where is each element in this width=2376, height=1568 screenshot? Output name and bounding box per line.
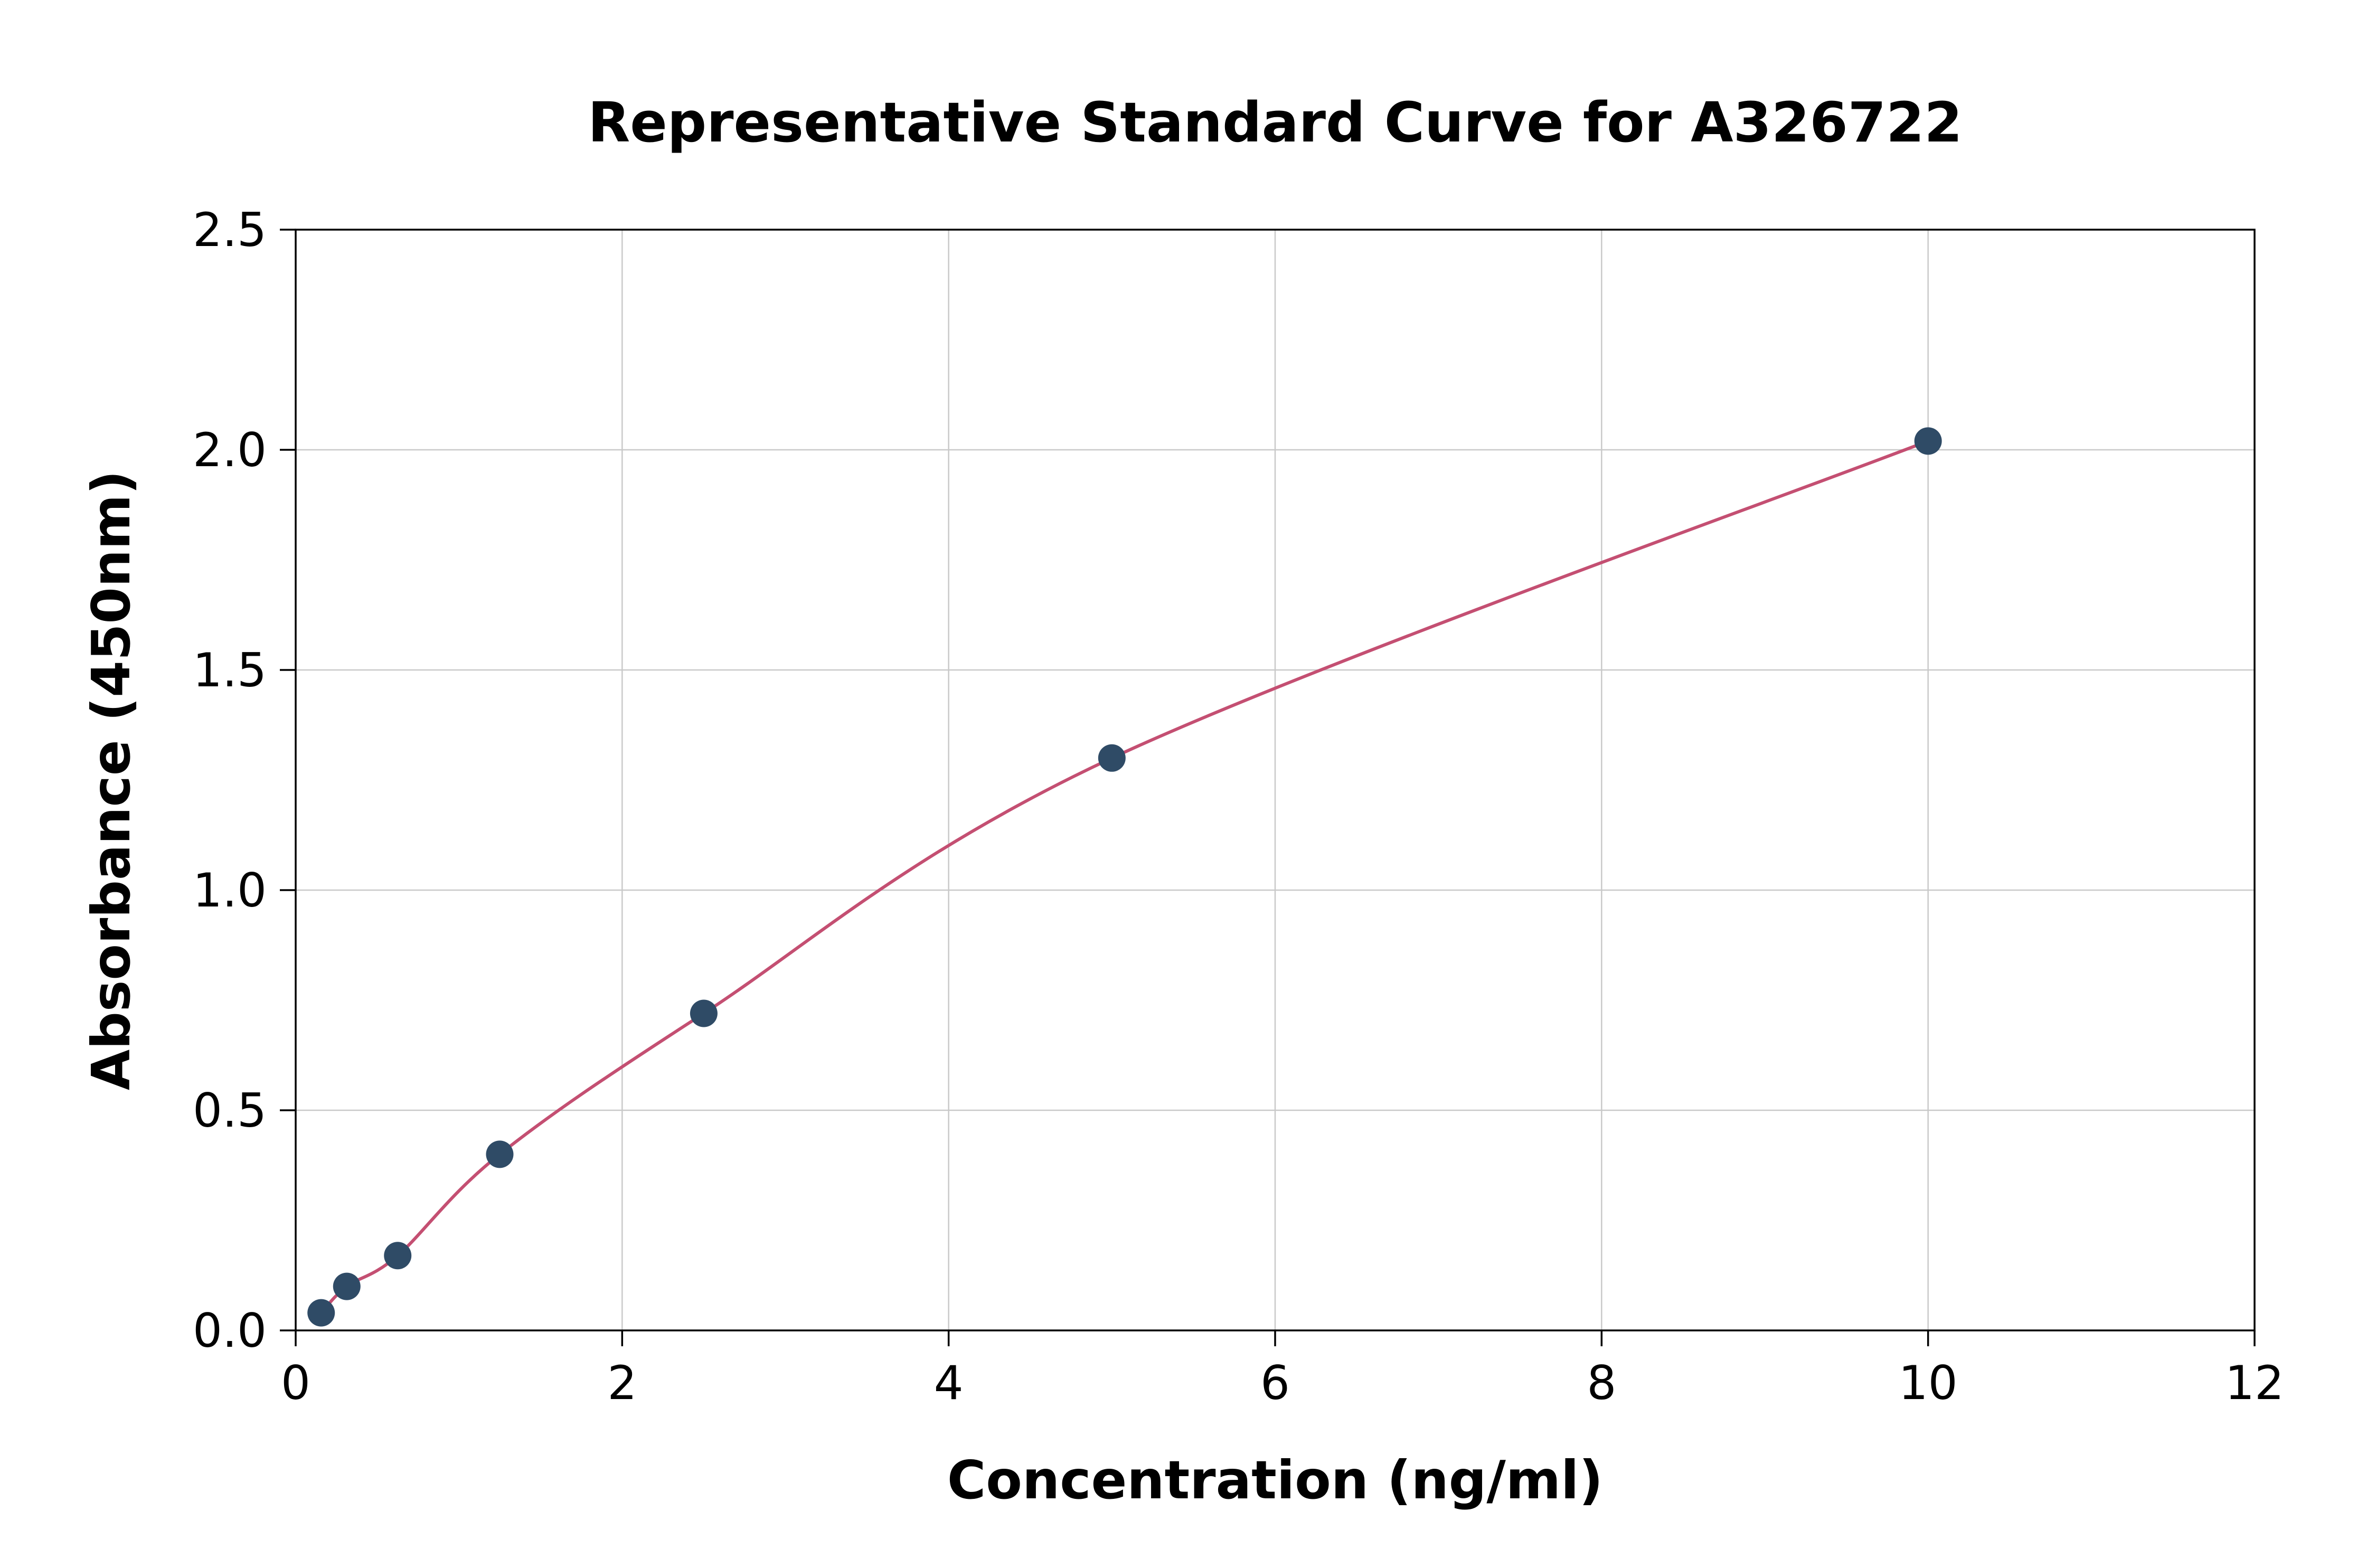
y-tick-label: 1.5: [193, 643, 267, 697]
data-point-marker: [333, 1272, 361, 1300]
tick-labels: 0 2 4 6 8 10 12 0.0 0.5 1.0 1.5 2.0 2.5: [193, 203, 2284, 1410]
x-tick-label: 12: [2225, 1356, 2284, 1410]
y-axis-label: Absorbance (450nm): [80, 470, 142, 1090]
x-tick-label: 6: [1260, 1356, 1290, 1410]
fit-curve: [319, 439, 1930, 1315]
x-tick-label: 10: [1899, 1356, 1958, 1410]
gridlines: [295, 229, 2256, 1331]
y-tick-label: 1.0: [193, 863, 267, 918]
y-tick-label: 0.0: [193, 1303, 267, 1358]
y-tick-label: 2.5: [193, 203, 267, 257]
chart-title: Representative Standard Curve for A32672…: [588, 90, 1963, 155]
standard-curve-line: [319, 439, 1930, 1315]
x-tick-label: 0: [281, 1356, 310, 1410]
data-point-marker: [384, 1242, 412, 1270]
axes: [280, 229, 2256, 1346]
data-points: [307, 427, 1942, 1327]
data-point-marker: [1098, 744, 1126, 772]
x-tick-label: 8: [1587, 1356, 1616, 1410]
x-axis-label: Concentration (ng/ml): [947, 1449, 1603, 1511]
y-tick-label: 0.5: [193, 1083, 267, 1138]
x-tick-label: 2: [607, 1356, 637, 1410]
data-point-marker: [1914, 427, 1942, 455]
data-point-marker: [690, 999, 718, 1027]
data-point-marker: [486, 1140, 514, 1168]
x-tick-label: 4: [934, 1356, 964, 1410]
y-tick-label: 2.0: [193, 423, 267, 477]
data-point-marker: [307, 1299, 335, 1327]
